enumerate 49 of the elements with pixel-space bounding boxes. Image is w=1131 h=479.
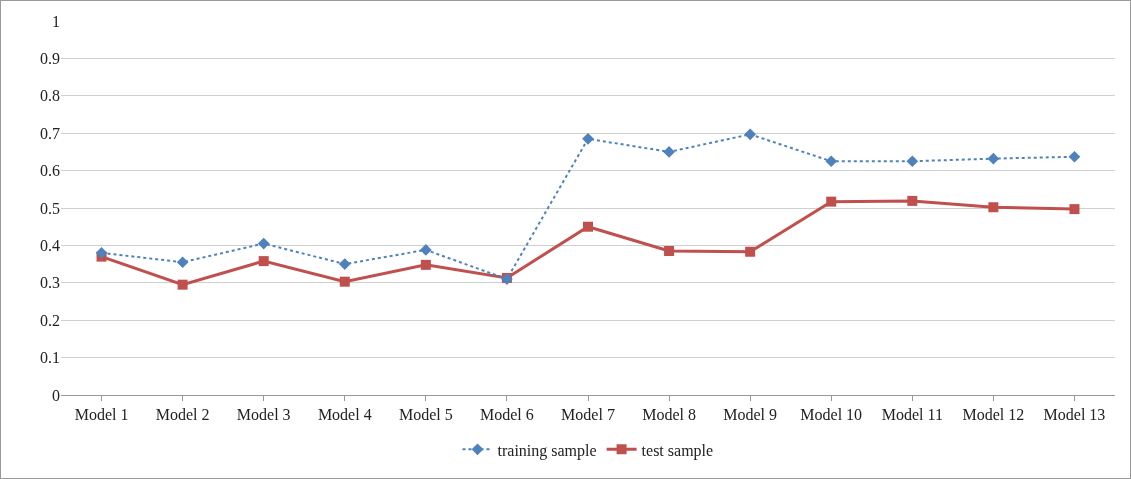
point (420, 244, 432, 256)
point (338, 258, 351, 270)
y-tick-label: 0.9 (40, 50, 60, 67)
point (176, 256, 189, 269)
point (664, 246, 675, 257)
x-tick-label: Model 1 (74, 406, 129, 424)
y-tick-label: 1 (52, 12, 60, 30)
point (826, 196, 837, 207)
point (420, 259, 431, 270)
point (745, 246, 756, 257)
point (906, 155, 919, 168)
x-tick-label: Model 8 (642, 406, 696, 424)
y-tick-label: 0.6 (40, 162, 60, 180)
point (907, 195, 918, 206)
point (825, 155, 838, 168)
x-tick-label: Model 6 (480, 406, 534, 424)
x-tick-label: Model 5 (398, 406, 453, 424)
point (987, 152, 1000, 165)
y-tick-label: 0.3 (40, 274, 60, 292)
y-tick-label: 0 (52, 386, 60, 404)
y-tick-label: 0.8 (40, 87, 60, 105)
y-tick-label: 0.7 (40, 124, 60, 142)
point (1068, 150, 1081, 163)
x-tick-label: Model 13 (1043, 406, 1106, 424)
y-tick-label: 0.4 (40, 237, 60, 254)
point (339, 276, 350, 287)
x-tick-label: Model 9 (723, 406, 778, 424)
point (177, 279, 188, 290)
x-tick-label: Model 11 (881, 406, 943, 424)
point (1069, 204, 1080, 215)
x-tick-label: Model 3 (236, 406, 291, 424)
y-tick-label: 0.1 (40, 349, 60, 367)
point (95, 247, 108, 259)
x-tick-label: Model 12 (962, 406, 1025, 424)
point (583, 221, 593, 232)
point (663, 146, 675, 158)
y-tick-label: 0.2 (40, 311, 60, 329)
point (582, 132, 594, 145)
x-tick-label: Model 4 (317, 406, 372, 424)
point (744, 128, 756, 141)
point (258, 256, 269, 267)
x-tick-label: Model 10 (800, 406, 863, 424)
point (257, 237, 270, 250)
x-tick-label: Model 2 (155, 406, 210, 424)
point (988, 202, 999, 213)
x-tick-label: Model 7 (561, 406, 615, 424)
y-tick-label: 0.5 (40, 199, 60, 217)
legend-label: test sample (641, 441, 714, 460)
legend-label: training sample (497, 441, 597, 460)
